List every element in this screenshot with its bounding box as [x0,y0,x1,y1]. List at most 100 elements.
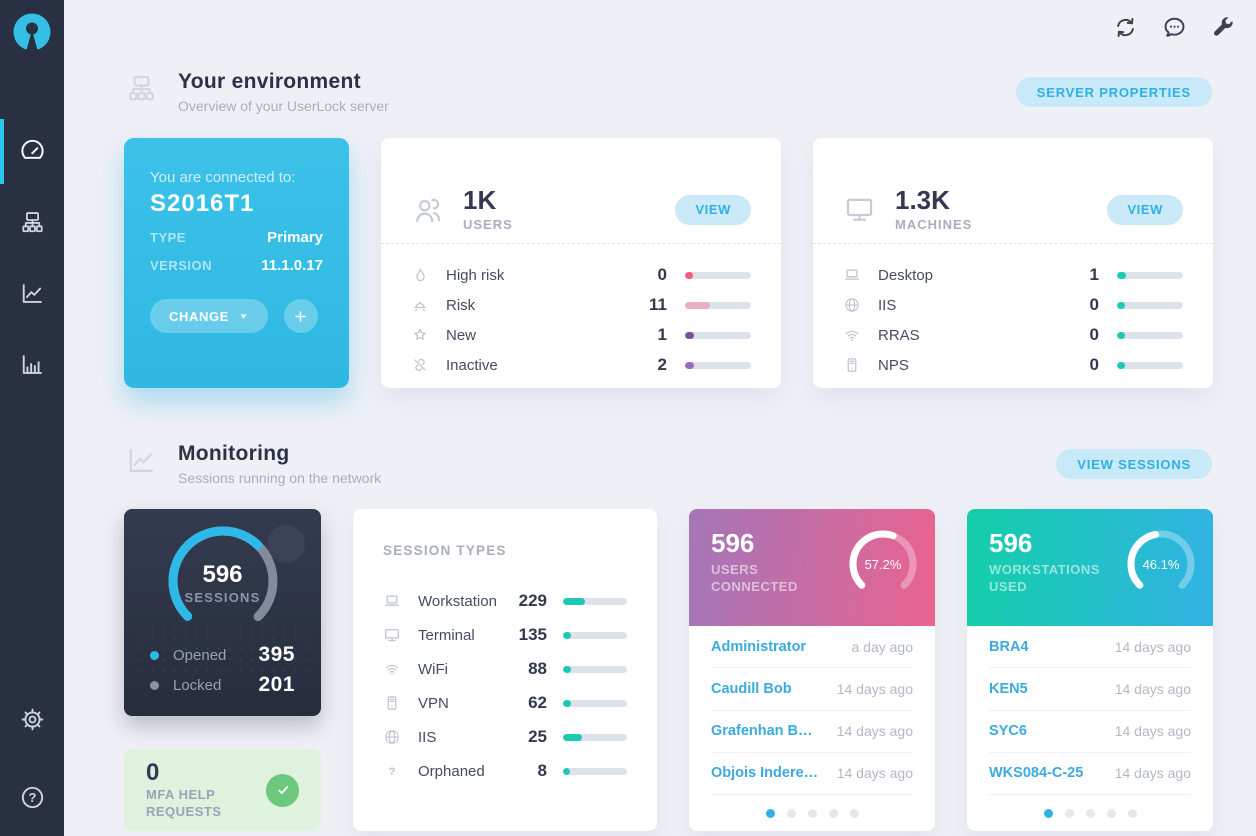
environment-cards-row: You are connected to: S2016T1 TYPE Prima… [124,138,1213,388]
pagination-dot[interactable] [1043,808,1053,818]
alarm-icon [411,296,429,314]
pagination-dot[interactable] [1106,808,1116,818]
machines-row-desktop: Desktop 1 [843,260,1183,290]
mfa-help-requests-card[interactable]: 0 MFA HELP REQUESTS [124,749,321,831]
sidebar-nav [0,116,64,400]
item-time: 14 days ago [836,765,913,782]
users-connected-gauge: 57.2% [845,526,921,602]
sidebar-item-help[interactable] [0,758,64,836]
progress-bar [563,767,627,775]
monitoring-header-text: Monitoring Sessions running on the netwo… [178,442,381,486]
environment-icon [125,72,158,105]
type-row-vpn: VPN 62 [383,686,627,720]
machines-row-iis: IIS 0 [843,290,1183,320]
pagination-dot[interactable] [765,808,775,818]
chat-icon[interactable] [1162,15,1187,40]
userlock-logo[interactable] [13,13,51,51]
row-value: 0 [1089,325,1099,344]
sessions-label: SESSIONS [184,590,261,605]
list-item: Caudill Bob 14 days ago [711,668,913,711]
list-item: SYC6 14 days ago [989,711,1191,753]
progress-bar [563,631,627,639]
gauge-percentage: 46.1% [1142,556,1180,572]
users-connected-card: 596 USERS CONNECTED 57.2% Administrator … [689,509,935,831]
topbar [1113,15,1236,40]
users-count-wrap: 1K USERS [463,187,513,232]
view-users-button[interactable]: VIEW [675,194,751,225]
legend-locked: Locked 201 [150,670,295,700]
workstations-used-gauge: 46.1% [1123,526,1199,602]
workstations-used-list: BRA4 14 days ago KEN5 14 days ago SYC6 1… [967,626,1213,831]
users-stat-rows: High risk 0 Risk 11 New 1 [381,244,781,380]
main-content: Your environment Overview of your UserLo… [64,0,1256,836]
sidebar-item-monitoring[interactable] [0,258,64,329]
item-time: a day ago [851,638,914,655]
user-link[interactable]: Grafenhan B… [711,723,813,740]
user-link[interactable]: Administrator [711,638,807,655]
change-server-button[interactable]: CHANGE [150,299,268,333]
machines-card: 1.3K MACHINES VIEW Desktop 1 IIS [813,138,1213,388]
mfa-text: 0 MFA HELP REQUESTS [146,760,256,820]
pagination-dot[interactable] [1127,808,1137,818]
wifi-icon [843,326,861,344]
view-machines-button[interactable]: VIEW [1107,194,1183,225]
pagination-dot[interactable] [1085,808,1095,818]
type-row-iis: IIS 25 [383,720,627,754]
divider [813,243,1213,244]
type-row-terminal: Terminal 135 [383,618,627,652]
list-item: Grafenhan B… 14 days ago [711,711,913,753]
wifi-icon [383,660,401,678]
sessions-gauge: 596 SESSIONS [164,522,282,640]
session-types-rows: Workstation 229 Terminal 135 WiFi 88 [383,584,627,788]
progress-bar [685,271,751,279]
row-value: 2 [657,355,667,374]
user-link[interactable]: Caudill Bob [711,680,792,697]
machines-row-rras: RRAS 0 [843,320,1183,350]
pagination-dot[interactable] [786,808,796,818]
environment-header-text: Your environment Overview of your UserLo… [178,70,389,114]
pagination-dot[interactable] [828,808,838,818]
users-connected-header: 596 USERS CONNECTED 57.2% [689,509,935,626]
pagination-dot[interactable] [849,808,859,818]
sidebar-item-settings[interactable] [0,680,64,758]
tools-icon[interactable] [1211,15,1236,40]
legend-opened: Opened 395 [150,640,295,670]
user-link[interactable]: Objois Indere… [711,765,819,782]
sidebar-item-dashboard[interactable] [0,116,64,187]
row-value: 0 [1089,295,1099,314]
row-value: 62 [528,693,547,712]
progress-bar [1117,361,1183,369]
workstation-link[interactable]: SYC6 [989,723,1027,740]
sidebar-bottom [0,680,64,836]
sessions-gauge-center: 596 SESSIONS [164,522,282,640]
pagination-dot[interactable] [807,808,817,818]
workstation-link[interactable]: KEN5 [989,680,1028,697]
server-name: S2016T1 [150,190,255,217]
sidebar-item-servers[interactable] [0,187,64,258]
refresh-icon[interactable] [1113,15,1138,40]
workstation-link[interactable]: BRA4 [989,638,1029,655]
version-value: 11.1.0.17 [261,257,323,274]
dashboard-icon [19,138,46,165]
legend-label: Locked [173,676,222,694]
row-value: 88 [528,659,547,678]
server-properties-button[interactable]: SERVER PROPERTIES [1015,77,1212,107]
users-count: 1K [463,185,497,215]
row-label: New [446,326,477,344]
progress-bar [685,361,751,369]
progress-bar [563,733,627,741]
row-value: 0 [1089,355,1099,374]
row-label: Orphaned [418,762,485,780]
users-connected-label: USERS CONNECTED [711,562,798,594]
view-sessions-button[interactable]: VIEW SESSIONS [1056,449,1212,479]
server-type-row: TYPE Primary [150,229,323,246]
decoration-circle [267,525,305,563]
pagination-dot[interactable] [1064,808,1074,818]
workstation-link[interactable]: WKS084-C-25 [989,765,1084,782]
page-subtitle: Overview of your UserLock server [178,98,389,114]
server-icon [843,356,861,374]
mfa-status-badge [266,773,299,807]
add-server-button[interactable] [283,299,318,333]
settings-icon [19,706,46,733]
sidebar-item-reports[interactable] [0,329,64,400]
